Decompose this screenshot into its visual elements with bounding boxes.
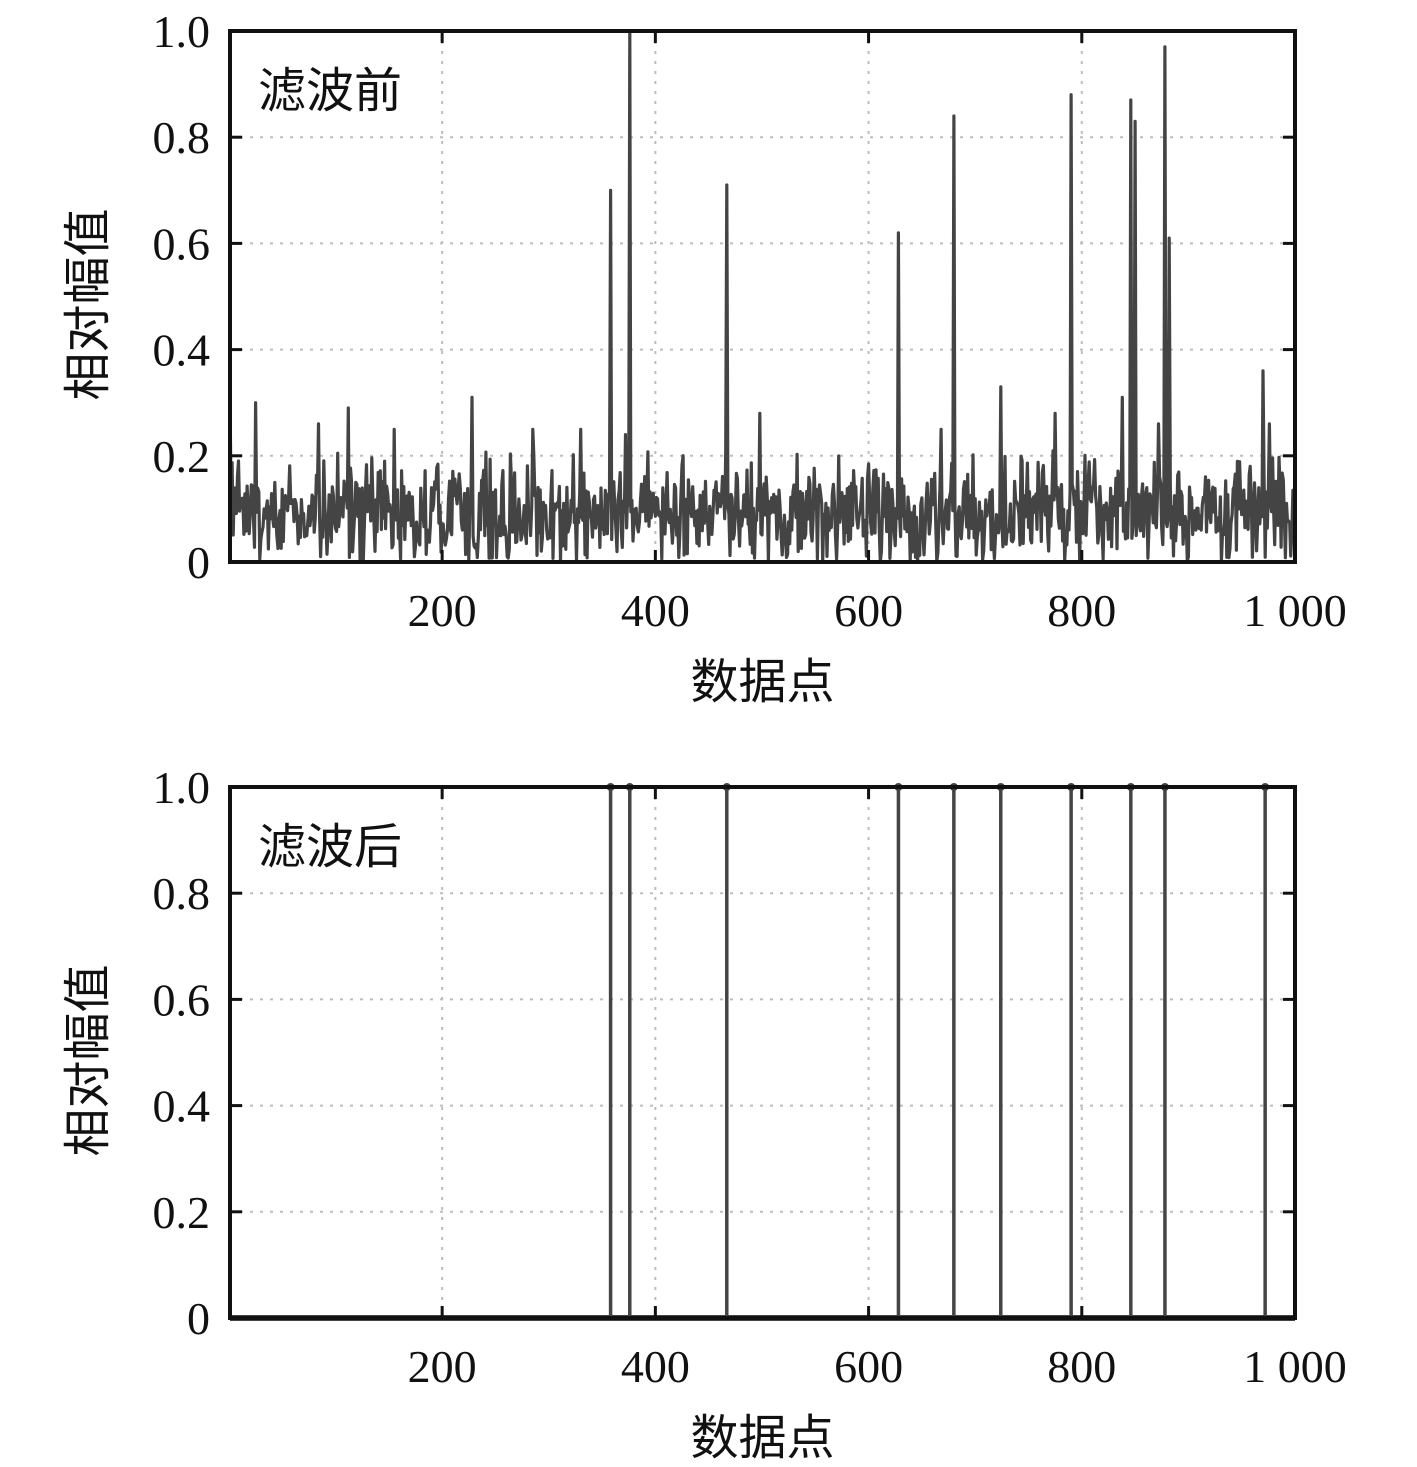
- y-tick-label: 1.0: [153, 6, 211, 57]
- y-tick-label: 0.2: [153, 431, 211, 482]
- y-axis-title: 相对幅值: [60, 964, 116, 1156]
- y-tick-label: 0.8: [153, 112, 211, 163]
- y-tick-label: 0.4: [153, 325, 211, 376]
- plot-frame: [228, 785, 1297, 1320]
- y-tick-label: 0.2: [153, 1187, 211, 1238]
- x-tick-label: 400: [621, 585, 690, 636]
- y-tick-label: 1.0: [153, 762, 211, 813]
- x-axis-title: 数据点: [690, 1410, 834, 1466]
- y-tick-label: 0.8: [153, 868, 211, 919]
- x-tick-label: 400: [621, 1341, 690, 1392]
- x-tick-label: 1 000: [1243, 585, 1347, 636]
- x-axis-title: 数据点: [690, 654, 834, 710]
- x-tick-label: 600: [834, 1341, 903, 1392]
- y-tick-label: 0.6: [153, 974, 211, 1025]
- x-tick-label: 200: [408, 1341, 477, 1392]
- x-tick-label: 1 000: [1243, 1341, 1347, 1392]
- x-tick-label: 200: [408, 585, 477, 636]
- y-tick-label: 0: [187, 1293, 210, 1344]
- panel-label: 滤波后: [258, 819, 402, 875]
- signal-line: [228, 29, 1297, 564]
- x-tick-label: 600: [834, 585, 903, 636]
- x-tick-label: 800: [1047, 1341, 1116, 1392]
- y-tick-label: 0.4: [153, 1081, 211, 1132]
- plot-frame: [228, 29, 1297, 564]
- y-axis-title: 相对幅值: [60, 208, 116, 400]
- y-tick-label: 0.6: [153, 218, 211, 269]
- panel-label: 滤波前: [258, 63, 402, 119]
- y-tick-label: 0: [187, 537, 210, 588]
- x-tick-label: 800: [1047, 585, 1116, 636]
